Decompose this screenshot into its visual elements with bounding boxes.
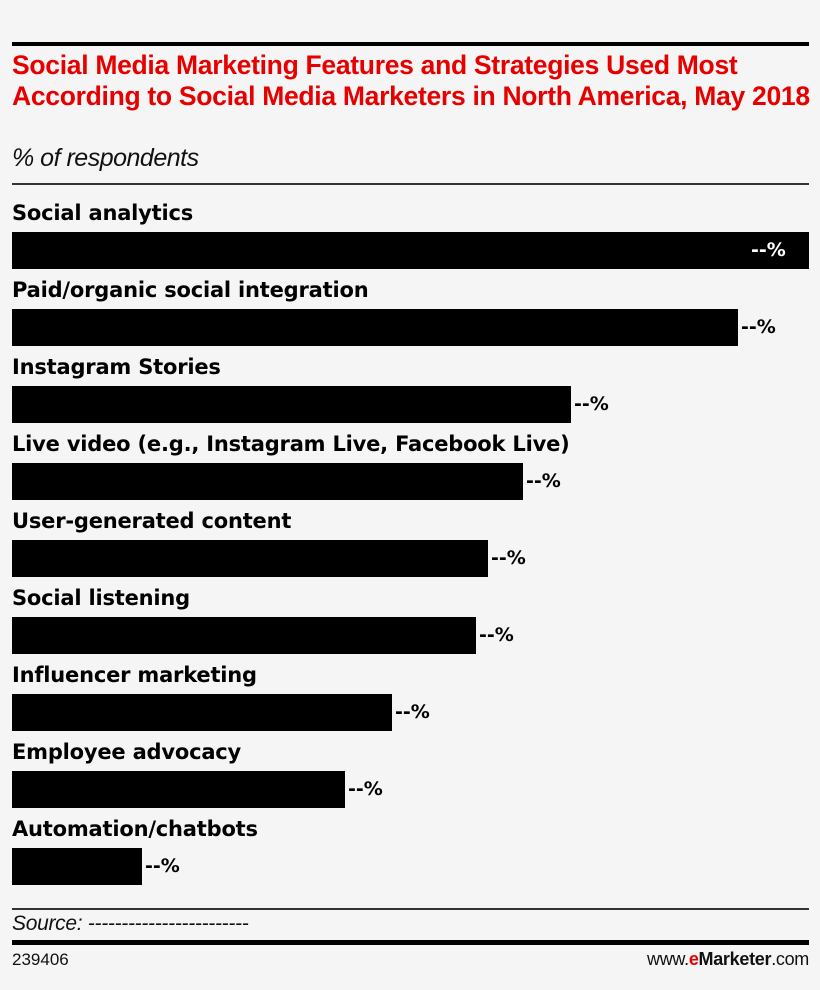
- bar-value-label: --%: [479, 624, 514, 646]
- bar-row: Live video (e.g., Instagram Live, Facebo…: [12, 430, 812, 507]
- subtitle-rule: [12, 183, 809, 185]
- bar-value-label: --%: [395, 701, 430, 723]
- bar-row: Social listening --%: [12, 584, 812, 661]
- bar-value-label: --%: [751, 239, 786, 261]
- bar-label: Social listening: [12, 586, 190, 610]
- bottom-rule: [12, 940, 809, 945]
- brand-name: Marketer: [698, 949, 772, 969]
- brand-prefix: www.: [647, 949, 689, 969]
- bar: [12, 694, 392, 731]
- source-rule: [12, 908, 809, 910]
- bar-value-label: --%: [145, 855, 180, 877]
- bar-value-label: --%: [491, 547, 526, 569]
- bar-label: Social analytics: [12, 201, 194, 225]
- bar-label: User-generated content: [12, 509, 292, 533]
- bar: [12, 771, 345, 808]
- bar-row: Employee advocacy --%: [12, 738, 812, 815]
- bar: [12, 540, 488, 577]
- source-note: Source: ------------------------: [12, 912, 249, 935]
- bar-label: Instagram Stories: [12, 355, 221, 379]
- bar: [12, 386, 571, 423]
- bar-row: Instagram Stories --%: [12, 353, 812, 430]
- bar-value-label: --%: [526, 470, 561, 492]
- bar-row: User-generated content --%: [12, 507, 812, 584]
- bar-row: Social analytics --%: [12, 199, 812, 276]
- bar: [12, 617, 476, 654]
- chart-title: Social Media Marketing Features and Stra…: [12, 50, 810, 111]
- brand-suffix: .com: [771, 949, 809, 969]
- bar-label: Live video (e.g., Instagram Live, Facebo…: [12, 432, 570, 456]
- brand-e-logo: e: [688, 949, 699, 969]
- bar-label: Influencer marketing: [12, 663, 257, 687]
- chart-subtitle: % of respondents: [12, 144, 199, 172]
- bar: [12, 848, 142, 885]
- bar-value-label: --%: [574, 393, 609, 415]
- bar-value-label: --%: [741, 316, 776, 338]
- bar-value-label: --%: [348, 778, 383, 800]
- bar: [12, 232, 809, 269]
- bar-label: Paid/organic social integration: [12, 278, 369, 302]
- bar-chart: Social analytics --% Paid/organic social i…: [12, 199, 812, 892]
- top-rule: [12, 42, 809, 46]
- bar-label: Automation/chatbots: [12, 817, 258, 841]
- bar: [12, 463, 523, 500]
- bar-row: Automation/chatbots --%: [12, 815, 812, 892]
- brand-link[interactable]: www.eMarketer.com: [647, 949, 809, 970]
- bar-row: Influencer marketing --%: [12, 661, 812, 738]
- chart-id: 239406: [12, 950, 69, 969]
- bar: [12, 309, 738, 346]
- bar-label: Employee advocacy: [12, 740, 242, 764]
- bar-row: Paid/organic social integration --%: [12, 276, 812, 353]
